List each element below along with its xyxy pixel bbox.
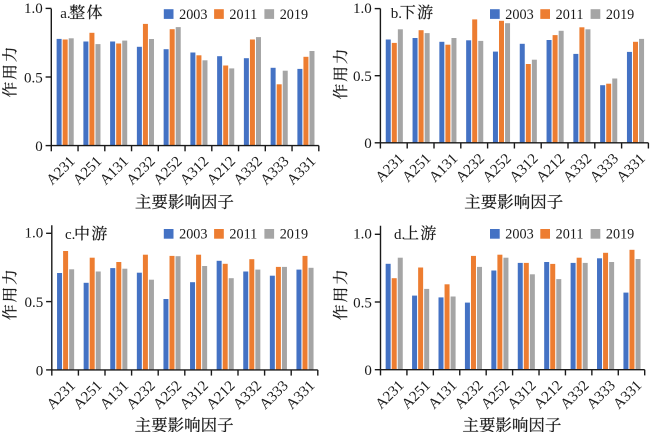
svg-text:0: 0 [364, 363, 372, 379]
svg-text:A232: A232 [453, 151, 488, 186]
svg-text:0.5: 0.5 [353, 69, 372, 85]
svg-text:A331: A331 [610, 378, 645, 413]
svg-text:0.5: 0.5 [24, 70, 43, 86]
svg-text:A333: A333 [584, 378, 619, 413]
svg-text:A251: A251 [400, 151, 435, 186]
svg-text:A312: A312 [177, 378, 212, 413]
svg-text:2003: 2003 [179, 7, 207, 23]
svg-text:A312: A312 [505, 378, 540, 413]
svg-text:d.: d. [394, 227, 405, 243]
svg-text:A232: A232 [124, 378, 159, 413]
svg-text:A332: A332 [560, 151, 595, 186]
svg-text:A252: A252 [480, 151, 515, 186]
svg-text:A131: A131 [97, 154, 132, 189]
svg-text:A252: A252 [478, 378, 513, 413]
svg-text:A251: A251 [70, 154, 105, 189]
svg-text:1.0: 1.0 [353, 227, 372, 243]
svg-text:A212: A212 [204, 378, 239, 413]
svg-text:A331: A331 [284, 154, 319, 189]
svg-text:A131: A131 [426, 378, 461, 413]
svg-text:A212: A212 [204, 154, 239, 189]
svg-text:0: 0 [36, 363, 44, 379]
svg-text:A332: A332 [558, 378, 593, 413]
svg-text:A232: A232 [452, 378, 487, 413]
svg-text:A131: A131 [97, 378, 132, 413]
svg-text:A312: A312 [177, 154, 212, 189]
svg-text:0: 0 [35, 139, 43, 155]
svg-text:1.0: 1.0 [353, 1, 372, 17]
svg-text:2003: 2003 [179, 227, 207, 243]
svg-text:A251: A251 [399, 378, 434, 413]
svg-text:2011: 2011 [556, 227, 584, 243]
svg-text:2019: 2019 [606, 227, 634, 243]
svg-text:A212: A212 [534, 151, 569, 186]
svg-text:0.5: 0.5 [353, 295, 372, 311]
svg-text:A332: A332 [231, 154, 266, 189]
svg-text:c.: c. [65, 227, 75, 243]
svg-text:A231: A231 [44, 154, 79, 189]
svg-text:0: 0 [364, 136, 372, 152]
svg-text:2011: 2011 [556, 7, 584, 23]
svg-text:A333: A333 [587, 151, 622, 186]
svg-text:2019: 2019 [606, 7, 634, 23]
svg-text:2003: 2003 [505, 227, 533, 243]
svg-text:1.0: 1.0 [24, 226, 43, 242]
svg-text:b.: b. [391, 6, 402, 22]
svg-text:2019: 2019 [280, 7, 308, 23]
svg-text:2003: 2003 [505, 7, 533, 23]
svg-text:A252: A252 [150, 378, 185, 413]
svg-text:A252: A252 [151, 154, 186, 189]
svg-text:A251: A251 [71, 378, 106, 413]
svg-text:2011: 2011 [229, 7, 257, 23]
svg-text:1.0: 1.0 [24, 1, 43, 17]
svg-text:A333: A333 [257, 378, 292, 413]
svg-text:A231: A231 [373, 151, 408, 186]
svg-text:A212: A212 [531, 378, 566, 413]
svg-text:A333: A333 [258, 154, 293, 189]
svg-text:2019: 2019 [280, 227, 308, 243]
svg-text:A232: A232 [124, 154, 159, 189]
svg-text:A231: A231 [44, 378, 79, 413]
svg-text:A331: A331 [614, 151, 649, 186]
svg-text:A332: A332 [230, 378, 265, 413]
svg-text:A331: A331 [283, 378, 318, 413]
svg-text:A312: A312 [507, 151, 542, 186]
svg-text:A131: A131 [426, 151, 461, 186]
svg-text:0.5: 0.5 [24, 295, 43, 311]
svg-text:A231: A231 [373, 378, 408, 413]
svg-text:a.: a. [60, 6, 70, 22]
svg-text:2011: 2011 [229, 227, 257, 243]
